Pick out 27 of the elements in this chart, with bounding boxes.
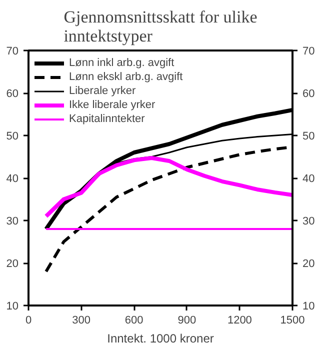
y2-tick-label: 20 (302, 258, 315, 270)
y-tick-label: 10 (6, 300, 19, 312)
legend-label: Ikke liberale yrker (69, 98, 156, 112)
legend-label: Lønn inkl arb.g. avgift (69, 56, 174, 70)
legend-label: Lønn ekskl arb.g. avgift (69, 70, 183, 84)
legend-label: Kapitalinntekter (69, 112, 145, 126)
y-tick-label: 50 (6, 130, 19, 142)
y2-tick-label: 40 (302, 173, 315, 185)
x-tick-label: 300 (72, 314, 90, 326)
y-tick-label: 40 (6, 173, 19, 185)
x-tick-label: 1500 (280, 314, 305, 326)
y-tick-label: 70 (6, 46, 19, 58)
chart-title: Gjennomsnittsskatt for ulike inntektstyper (64, 8, 258, 46)
y2-tick-label: 50 (302, 130, 315, 142)
legend-label: Liberale yrker (69, 84, 136, 98)
y2-tick-label: 10 (302, 300, 315, 312)
x-tick-label: 600 (124, 314, 144, 326)
x-axis-title: Inntekt. 1000 kroner (107, 332, 214, 346)
y2-tick-label: 60 (302, 88, 315, 100)
y-tick-label: 20 (6, 258, 19, 270)
x-tick-label: 900 (178, 314, 196, 326)
y-tick-label: 60 (6, 88, 19, 100)
y2-tick-label: 30 (302, 216, 315, 228)
y2-tick-label: 70 (302, 46, 315, 58)
x-tick-label: 1200 (227, 314, 252, 326)
x-tick-label: 0 (25, 314, 32, 326)
y-tick-label: 30 (6, 216, 19, 228)
